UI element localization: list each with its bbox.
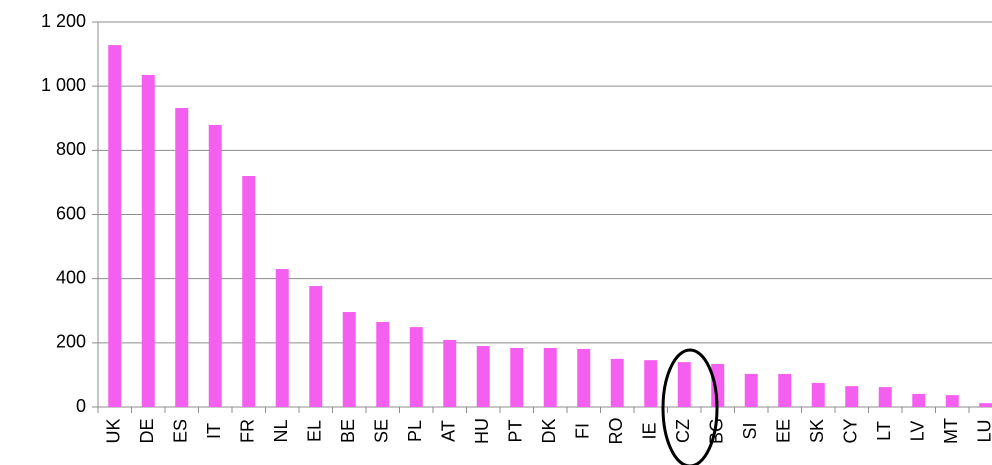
x-tick-label: DK xyxy=(539,418,559,443)
x-tick-label: MT xyxy=(941,418,961,444)
bar xyxy=(141,74,155,407)
bar xyxy=(476,346,490,407)
bar xyxy=(845,386,859,407)
bar xyxy=(912,393,926,407)
x-tick-label: EL xyxy=(305,420,325,442)
y-tick-label: 800 xyxy=(56,139,86,159)
bar xyxy=(979,403,992,407)
bar xyxy=(677,362,691,407)
bar xyxy=(644,360,658,407)
x-tick-label: EE xyxy=(774,419,794,443)
bar xyxy=(744,373,758,407)
x-tick-label: AT xyxy=(439,420,459,442)
bar xyxy=(309,286,323,407)
bar xyxy=(577,348,591,407)
bar xyxy=(342,312,356,407)
y-tick-label: 0 xyxy=(76,396,86,416)
y-tick-label: 400 xyxy=(56,267,86,287)
x-tick-label: BG xyxy=(707,418,727,444)
x-tick-label: UK xyxy=(104,418,124,443)
x-tick-label: BE xyxy=(338,419,358,443)
y-tick-label: 200 xyxy=(56,332,86,352)
bar xyxy=(443,339,457,407)
x-tick-label: PT xyxy=(506,419,526,442)
bar xyxy=(711,364,725,407)
y-tick-label: 1 000 xyxy=(41,75,86,95)
y-tick-label: 1 200 xyxy=(41,11,86,31)
x-tick-label: SK xyxy=(807,419,827,443)
bar xyxy=(811,382,825,407)
bar xyxy=(945,395,959,407)
x-tick-label: CZ xyxy=(673,419,693,443)
bar xyxy=(778,373,792,407)
bar xyxy=(409,327,423,407)
highlight-circle xyxy=(661,348,719,465)
x-tick-label: RO xyxy=(606,418,626,445)
x-tick-label: LU xyxy=(975,419,992,442)
x-tick-label: HU xyxy=(472,418,492,444)
x-tick-label: SE xyxy=(372,419,392,443)
x-tick-label: DE xyxy=(137,418,157,443)
x-tick-label: ES xyxy=(171,419,191,443)
x-tick-label: LV xyxy=(908,421,928,442)
x-tick-label: CY xyxy=(841,418,861,443)
bar xyxy=(376,321,390,407)
x-tick-label: LT xyxy=(874,421,894,441)
bar xyxy=(878,387,892,407)
x-tick-label: IE xyxy=(640,422,660,439)
bar xyxy=(610,358,624,407)
x-tick-label: IT xyxy=(204,423,224,439)
bar xyxy=(108,45,122,407)
x-tick-label: SI xyxy=(740,422,760,439)
bar xyxy=(543,347,557,407)
x-tick-label: PL xyxy=(405,420,425,442)
x-tick-label: NL xyxy=(271,419,291,442)
bar xyxy=(175,107,189,407)
x-tick-label: FI xyxy=(573,423,593,439)
x-tick-label: FR xyxy=(238,419,258,443)
bar xyxy=(242,176,256,407)
bar xyxy=(510,347,524,407)
bar xyxy=(208,124,222,408)
bar xyxy=(275,269,289,407)
y-tick-label: 600 xyxy=(56,203,86,223)
